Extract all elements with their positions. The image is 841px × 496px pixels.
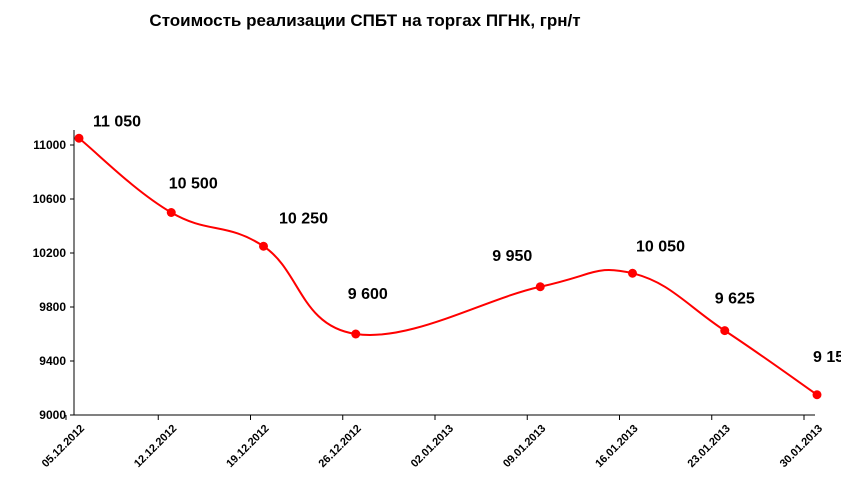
series-line (78, 137, 818, 396)
x-tick-label: 30.01.2013 (778, 423, 825, 470)
data-point (628, 268, 637, 278)
data-point (812, 390, 822, 400)
y-axis-ticks: 9000 9400 9800 10200 10600 11000 (33, 138, 74, 422)
x-tick-label: 19.12.2012 (224, 423, 271, 470)
data-label: 10 050 (636, 238, 685, 255)
y-tick-label: 9400 (39, 354, 66, 368)
data-label: 11 050 (93, 113, 141, 130)
y-tick-label: 11000 (33, 138, 66, 152)
data-labels: 11 050 10 500 10 250 9 600 9 950 10 050 9 625 9… (93, 113, 841, 366)
data-point (720, 326, 730, 336)
y-tick-label: 9800 (39, 300, 66, 314)
y-tick-label: 9000 (39, 408, 66, 422)
x-axis-ticks: 05.12.2012 12.12.2012 19.12.2012 26.12.2012… (40, 415, 825, 470)
x-tick-label: 02.01.2013 (409, 423, 456, 470)
data-point (535, 282, 545, 292)
y-tick-label: 10600 (33, 192, 67, 206)
x-tick-label: 23.01.2013 (685, 423, 732, 470)
data-point (74, 133, 84, 143)
x-tick-label: 26.12.2012 (316, 423, 363, 470)
chart-title: Стоимость реализации СПБТ на торгах ПГНК… (149, 11, 581, 30)
axes (73, 130, 815, 416)
data-label: 9 150 (813, 349, 841, 366)
data-label: 10 250 (279, 210, 328, 227)
data-points (74, 133, 822, 400)
data-label: 9 600 (348, 286, 388, 303)
data-label: 9 625 (715, 291, 755, 308)
x-tick-label: 05.12.2012 (40, 423, 87, 470)
data-point (259, 241, 268, 251)
x-tick-label: 12.12.2012 (132, 423, 179, 470)
data-point (351, 329, 361, 339)
x-tick-label: 16.01.2013 (593, 423, 640, 470)
y-tick-label: 10200 (33, 246, 67, 260)
data-label: 9 950 (492, 248, 532, 265)
x-tick-label: 09.01.2013 (501, 423, 548, 470)
data-point (166, 208, 176, 217)
data-label: 10 500 (169, 176, 218, 193)
